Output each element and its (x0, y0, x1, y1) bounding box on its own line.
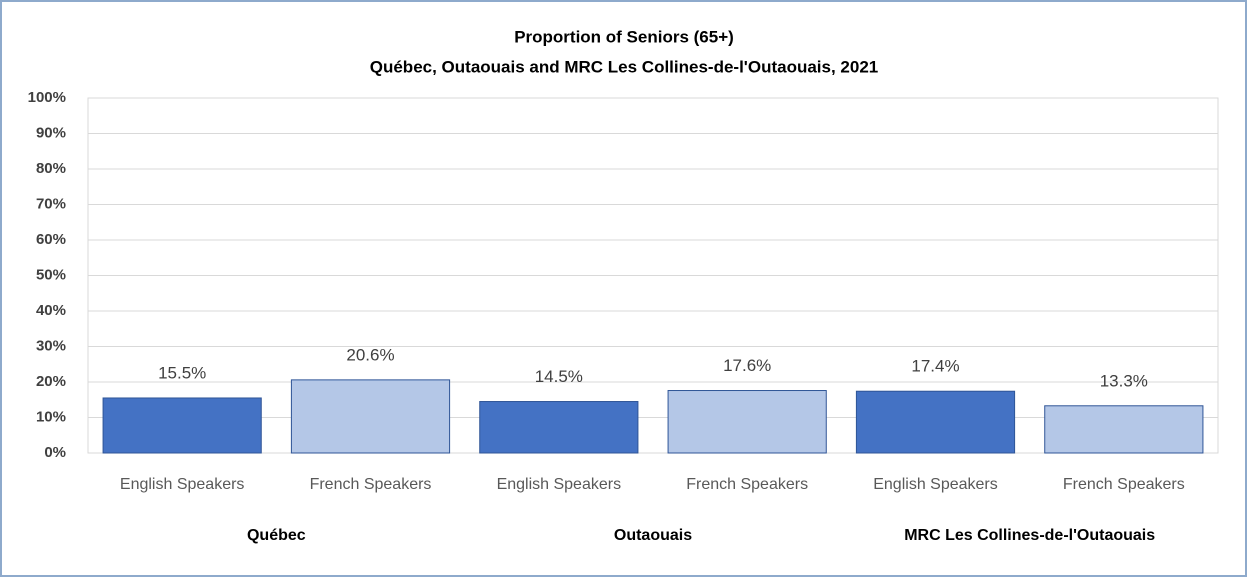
x-tick-label: French Speakers (310, 476, 432, 493)
group-label: Québec (247, 527, 306, 544)
chart-title: Proportion of Seniors (65+) (514, 27, 734, 46)
y-tick-label: 80% (36, 160, 66, 177)
x-tick-label: English Speakers (873, 476, 998, 493)
y-tick-label: 60% (36, 231, 66, 248)
bar (102, 397, 262, 454)
x-tick-label: French Speakers (1063, 476, 1185, 493)
y-tick-label: 0% (44, 444, 66, 461)
y-tick-label: 100% (28, 89, 66, 106)
bar (667, 390, 827, 454)
y-tick-label: 50% (36, 266, 66, 283)
y-tick-label: 70% (36, 195, 66, 212)
x-tick-label: English Speakers (120, 476, 245, 493)
chart-subtitle: Québec, Outaouais and MRC Les Collines-d… (370, 57, 879, 76)
y-tick-label: 90% (36, 124, 66, 141)
x-tick-label: French Speakers (686, 476, 808, 493)
y-tick-label: 30% (36, 337, 66, 354)
value-label: 13.3% (1100, 371, 1148, 390)
x-tick-label: English Speakers (497, 476, 622, 493)
value-label: 17.6% (723, 356, 771, 375)
y-tick-label: 20% (36, 373, 66, 390)
group-label: MRC Les Collines-de-l'Outaouais (904, 527, 1155, 544)
y-tick-label: 40% (36, 302, 66, 319)
group-label: Outaouais (614, 527, 692, 544)
y-tick-label: 10% (36, 408, 66, 425)
value-label: 14.5% (535, 367, 583, 386)
value-label: 15.5% (158, 363, 206, 382)
value-label: 17.4% (911, 357, 959, 376)
bar (290, 379, 451, 454)
bar (855, 390, 1016, 454)
value-label: 20.6% (346, 345, 394, 364)
bar (1044, 405, 1204, 454)
bar (479, 401, 639, 454)
